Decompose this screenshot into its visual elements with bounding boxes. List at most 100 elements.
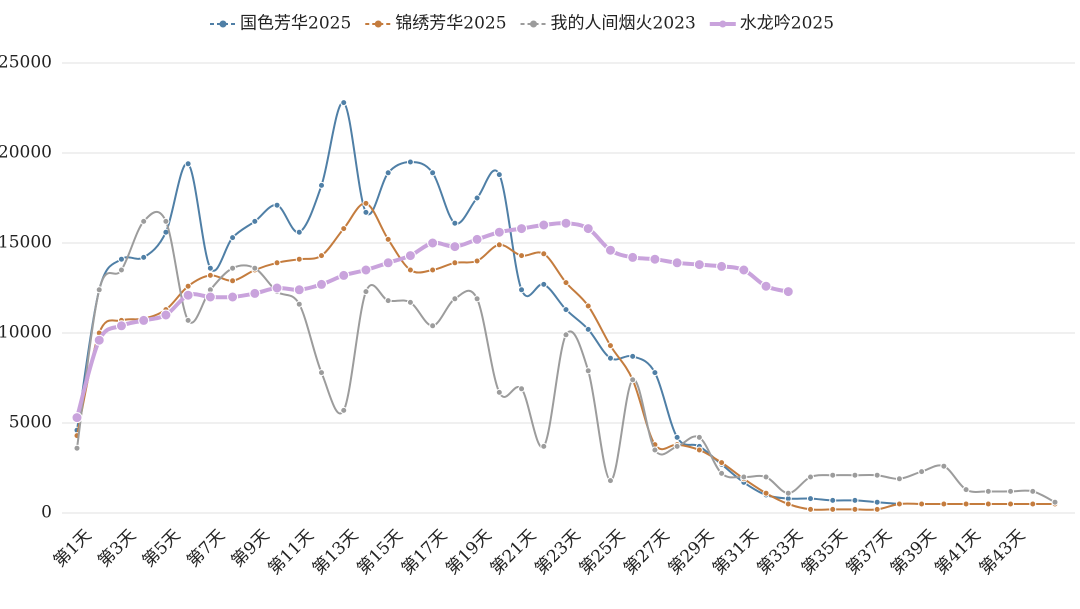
point: [606, 354, 614, 362]
point: [962, 486, 970, 494]
legend-label: 水龙吟2025: [740, 14, 834, 34]
point: [495, 241, 503, 249]
point: [629, 376, 637, 384]
legend-marker: [719, 20, 727, 28]
point: [829, 496, 837, 504]
series: [73, 199, 1059, 513]
point: [606, 342, 614, 350]
legend-label: 锦绣芳华2025: [395, 14, 506, 34]
point: [851, 505, 859, 513]
point: [406, 298, 414, 306]
point: [760, 280, 772, 292]
point: [738, 264, 750, 276]
point: [851, 496, 859, 504]
point: [740, 473, 748, 481]
point: [471, 233, 483, 245]
point: [495, 171, 503, 179]
point: [429, 266, 437, 274]
point: [382, 257, 394, 269]
point: [1029, 487, 1037, 495]
point: [362, 199, 370, 207]
point: [807, 473, 814, 481]
point: [404, 250, 416, 262]
point: [406, 266, 414, 274]
point: [227, 291, 239, 303]
point: [693, 259, 705, 271]
point: [184, 282, 192, 290]
point: [451, 295, 459, 303]
point: [249, 287, 261, 299]
point: [538, 219, 550, 231]
point: [716, 260, 728, 272]
point: [518, 385, 526, 393]
point: [540, 250, 548, 258]
x-tick-label: 第41天: [931, 526, 984, 579]
point: [516, 223, 528, 235]
point: [1029, 500, 1037, 508]
point: [204, 291, 216, 303]
point: [160, 309, 172, 321]
point: [273, 259, 281, 267]
point: [340, 99, 348, 107]
x-tick-label: 第11天: [265, 526, 318, 579]
legend-label: 国色芳华2025: [240, 14, 351, 34]
line: [75, 221, 789, 419]
point: [671, 257, 683, 269]
point: [940, 462, 948, 470]
point: [138, 314, 150, 326]
point: [95, 286, 103, 294]
line: [76, 101, 900, 505]
x-tick-label: 第1天: [50, 526, 96, 572]
point: [140, 253, 148, 261]
point: [318, 252, 325, 260]
x-tick-label: 第43天: [976, 526, 1029, 579]
point: [473, 295, 481, 303]
point: [651, 446, 659, 454]
point: [449, 241, 461, 253]
y-tick-label: 10000: [0, 323, 52, 343]
point: [629, 352, 637, 360]
point: [162, 217, 170, 225]
point: [673, 433, 681, 441]
point: [427, 237, 439, 249]
point: [1007, 500, 1015, 508]
point: [117, 255, 125, 263]
point: [384, 235, 392, 243]
series: [73, 211, 1059, 506]
point: [829, 471, 837, 479]
series: [71, 217, 794, 424]
point: [271, 282, 283, 294]
point: [606, 477, 614, 485]
line: [76, 202, 1055, 511]
point: [406, 158, 414, 166]
x-tick-label: 第21天: [487, 526, 540, 579]
point: [140, 217, 148, 225]
x-tick-label: 第37天: [842, 526, 895, 579]
point: [649, 253, 661, 265]
x-tick-label: 第3天: [94, 526, 140, 572]
point: [782, 286, 794, 298]
point: [984, 487, 992, 495]
point: [473, 257, 481, 265]
point: [651, 369, 659, 377]
x-tick-label: 第25天: [576, 526, 629, 579]
point: [895, 475, 903, 483]
point: [429, 322, 437, 330]
point: [362, 288, 370, 296]
y-tick-label: 5000: [9, 413, 52, 433]
point: [360, 264, 372, 276]
point: [673, 442, 681, 450]
legend-marker: [374, 20, 382, 28]
point: [451, 259, 459, 267]
point: [718, 469, 726, 477]
point: [829, 505, 837, 513]
x-tick-label: 第39天: [887, 526, 940, 579]
point: [807, 495, 814, 503]
point: [784, 489, 792, 497]
point: [293, 284, 305, 296]
point: [495, 388, 503, 396]
point: [518, 252, 526, 260]
point: [184, 160, 192, 168]
point: [229, 277, 237, 285]
